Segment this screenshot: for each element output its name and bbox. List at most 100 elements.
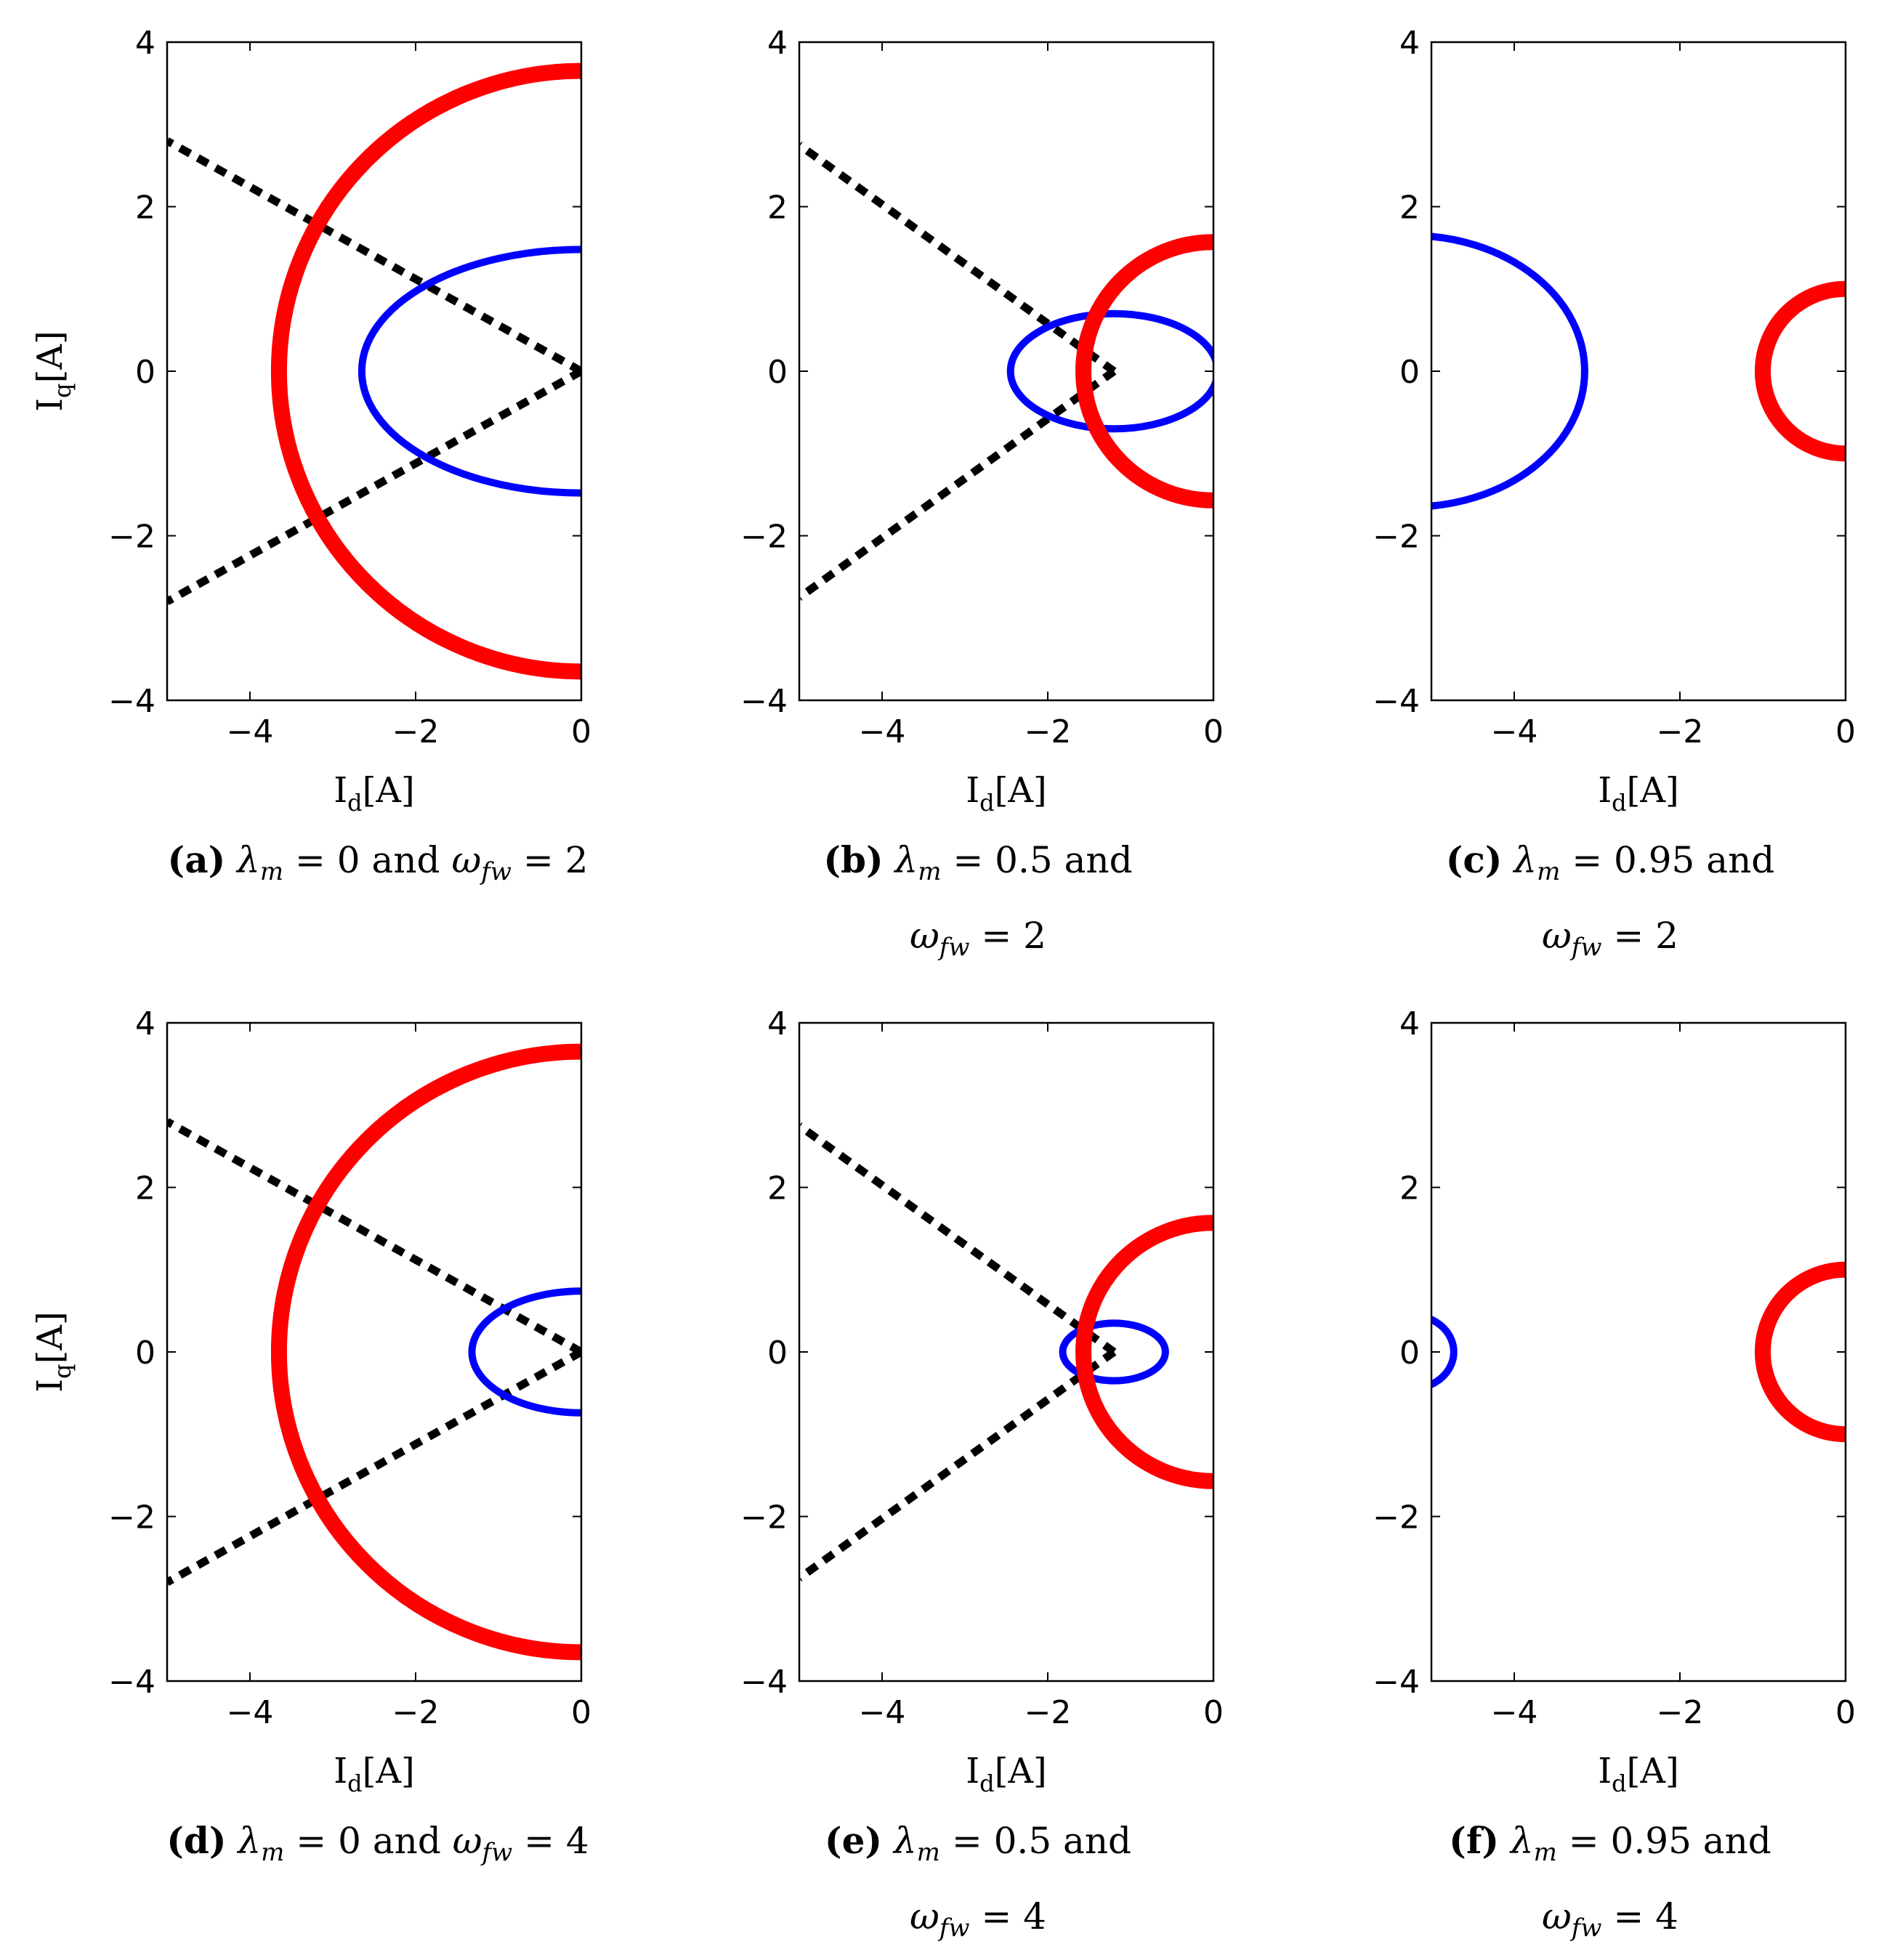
lambda-symbol: λ: [1510, 1820, 1534, 1862]
chart-panel-e: −4 −2 0 −4 −2 0 2 4 Id[A]: [740, 1005, 1224, 1797]
x-tick-label: 0: [1203, 1694, 1224, 1731]
caption-letter: (f): [1449, 1819, 1499, 1862]
caption-line-2: ωfw = 4: [702, 1884, 1254, 1960]
y-tick-label: −2: [740, 1499, 788, 1536]
y-tick-label: −4: [740, 683, 788, 720]
x-tick-label: −4: [227, 1694, 274, 1731]
y-tick-label: 4: [1399, 1005, 1420, 1042]
y-tick-label: 0: [135, 354, 155, 391]
black-dotted-lines-lower: [799, 1348, 1117, 1582]
lambda-value: = 0.5: [953, 839, 1053, 881]
caption-and: and: [372, 1820, 441, 1862]
plot-area: [799, 142, 1213, 601]
x-tick-label: −2: [392, 1694, 440, 1731]
x-axis-label: Id[A]: [1598, 1751, 1679, 1797]
caption-and: and: [1064, 839, 1133, 881]
y-tick-label: 4: [135, 1005, 155, 1042]
y-tick-label: −2: [1373, 1499, 1420, 1536]
caption-letter: (d): [166, 1819, 227, 1862]
lambda-subscript: m: [916, 1838, 940, 1867]
plot-area: [167, 1043, 581, 1661]
y-tick-label: 0: [767, 354, 788, 391]
lambda-subscript: m: [261, 1838, 285, 1867]
lambda-symbol: λ: [893, 1820, 917, 1862]
caption-line-2: ωfw = 2: [1334, 904, 1879, 979]
lambda-value: = 0: [296, 1820, 361, 1862]
plot-frame: [798, 1021, 1215, 1682]
caption-d: (d) λm = 0 and ωfw = 4: [102, 1809, 654, 1884]
y-tick-label: 2: [1399, 1170, 1420, 1207]
plot-area: [799, 1122, 1213, 1582]
y-tick-label: 0: [135, 1335, 155, 1372]
plot-area: [167, 62, 581, 680]
y-tick-label: 4: [1399, 25, 1420, 62]
x-tick-label: 0: [1835, 713, 1856, 750]
lambda-subscript: m: [918, 857, 942, 886]
caption-line-1: (f) λm = 0.95 and: [1334, 1809, 1879, 1884]
caption-c: (c) λm = 0.95 and ωfw = 2: [1334, 828, 1879, 979]
x-axis-label: Id[A]: [966, 1751, 1047, 1797]
lambda-value: = 0.5: [951, 1820, 1052, 1862]
y-tick-label: −2: [108, 519, 155, 556]
caption-line-2: ωfw = 4: [1334, 1884, 1879, 1960]
y-tick-label: 2: [1399, 190, 1420, 227]
omega-value: = 2: [1613, 915, 1678, 957]
caption-line-1: (e) λm = 0.5 and: [702, 1809, 1254, 1884]
blue-ellipse: [468, 1287, 581, 1417]
y-tick-label: 4: [767, 1005, 788, 1042]
caption-line-1: (b) λm = 0.5 and: [702, 828, 1254, 904]
caption-letter: (e): [824, 1819, 883, 1862]
caption-letter: (a): [167, 838, 226, 881]
chart-panel-f: −4 −2 0 −4 −2 0 2 4 Id[A]: [1373, 1005, 1856, 1797]
plot-area: [1431, 1261, 1846, 1443]
plot-frame: [166, 41, 583, 702]
omega-symbol: ω: [1542, 915, 1572, 957]
chart-panel-a: −4 −2 0 −4 −2 0 2 4 Id[A] Iq[A]: [30, 25, 591, 817]
omega-subscript: fw: [481, 857, 512, 886]
black-dotted-lines-upper: [799, 1122, 1117, 1356]
lambda-symbol: λ: [238, 1820, 262, 1862]
lambda-symbol: λ: [894, 839, 918, 881]
y-tick-label: 2: [767, 190, 788, 227]
x-tick-label: −4: [1491, 713, 1538, 750]
omega-subscript: fw: [1571, 1914, 1602, 1943]
omega-symbol: ω: [910, 915, 940, 957]
x-axis-label: Id[A]: [1598, 770, 1679, 817]
y-tick-label: −4: [108, 683, 155, 720]
x-tick-label: 0: [571, 713, 591, 750]
chart-panel-b: −4 −2 0 −4 −2 0 2 4 Id[A]: [740, 25, 1224, 817]
x-tick-label: −4: [859, 713, 906, 750]
lambda-symbol: λ: [237, 839, 260, 881]
lambda-symbol: λ: [1514, 839, 1537, 881]
caption-line-1: (c) λm = 0.95 and: [1334, 828, 1879, 904]
caption-b: (b) λm = 0.5 and ωfw = 2: [702, 828, 1254, 979]
y-tick-label: −2: [740, 519, 788, 556]
x-tick-label: 0: [1835, 1694, 1856, 1731]
lambda-value: = 0.95: [1568, 1820, 1692, 1862]
y-tick-label: −2: [108, 1499, 155, 1536]
blue-ellipse: [1006, 309, 1213, 433]
x-tick-label: −4: [1491, 1694, 1538, 1731]
y-tick-label: 4: [767, 25, 788, 62]
y-tick-label: −4: [108, 1664, 155, 1701]
omega-value: = 4: [1613, 1895, 1678, 1937]
y-tick-label: 2: [135, 190, 155, 227]
red-semicircle: [1075, 234, 1213, 509]
caption-f: (f) λm = 0.95 and ωfw = 4: [1334, 1809, 1879, 1960]
omega-subscript: fw: [482, 1838, 513, 1867]
omega-symbol: ω: [1542, 1895, 1572, 1937]
y-axis-label: Iq[A]: [30, 1311, 76, 1393]
red-semicircle: [271, 1043, 581, 1661]
omega-subscript: fw: [939, 1914, 970, 1943]
omega-value: = 4: [981, 1895, 1046, 1937]
caption-and: and: [1702, 1820, 1771, 1862]
plot-frame: [1430, 41, 1847, 702]
chart-panel-d: −4 −2 0 −4 −2 0 2 4 Id[A] Iq[A]: [30, 1005, 591, 1797]
blue-ellipse: [1431, 232, 1588, 510]
lambda-value: = 0.95: [1572, 839, 1695, 881]
black-dotted-lines-lower: [167, 1348, 581, 1586]
x-axis-label: Id[A]: [334, 1751, 415, 1797]
lambda-subscript: m: [259, 857, 284, 886]
x-tick-label: 0: [571, 1694, 591, 1731]
